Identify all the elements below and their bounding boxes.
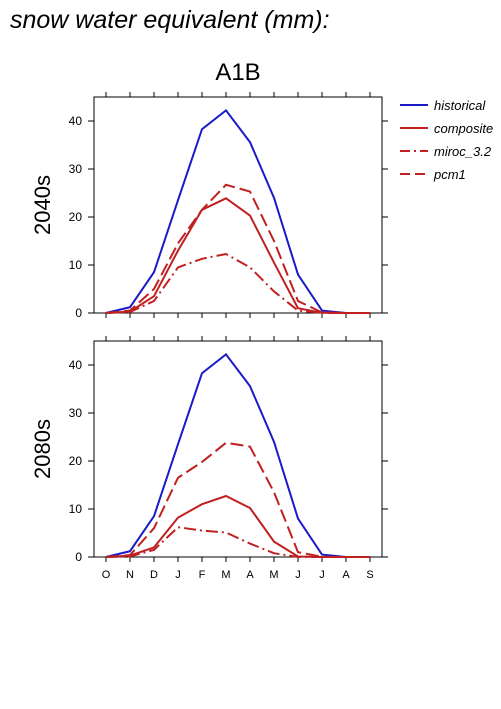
chart-title: A1B (215, 59, 260, 86)
series-line-miroc-3-2 (105, 252, 370, 314)
x-tick-label: F (199, 569, 206, 581)
legend-label: pcm1 (433, 167, 466, 182)
y-tick-label: 20 (69, 454, 83, 468)
x-tick-label: J (319, 569, 325, 581)
legend-label: composite (434, 121, 493, 136)
plot-frame (93, 340, 383, 558)
x-tick-label: A (342, 569, 350, 581)
y-tick-label: 30 (69, 406, 83, 420)
y-tick-label: 40 (69, 358, 83, 372)
legend-label: historical (434, 98, 486, 113)
y-tick-label: 40 (69, 114, 83, 128)
plot-frame (93, 96, 383, 314)
series-line-historical (105, 352, 370, 558)
page-title: snow water equivalent (mm): (10, 6, 330, 34)
y-axis-label: 2040s (30, 175, 55, 235)
series-line-historical (105, 108, 370, 314)
x-tick-label: D (150, 569, 158, 581)
legend: historical composite miroc_3.2 pcm1 (400, 98, 493, 182)
y-tick-label: 0 (75, 306, 82, 320)
x-tick-label: A (246, 569, 254, 581)
panel-2040s: 2040s 0 10 20 30 40 (30, 92, 388, 320)
x-tick-label: J (295, 569, 301, 581)
series-line-composite (105, 197, 370, 314)
y-tick-label: 0 (75, 550, 82, 564)
x-tick-label: M (269, 569, 278, 581)
x-tick-label: M (221, 569, 230, 581)
series-line-pcm1 (105, 441, 370, 558)
y-tick-label: 20 (69, 210, 83, 224)
y-axis-label: 2080s (30, 419, 55, 479)
x-tick-label: N (126, 569, 134, 581)
series-line-composite (105, 494, 370, 558)
y-tick-label: 10 (69, 502, 83, 516)
x-tick-label: O (102, 569, 111, 581)
y-tick-label: 30 (69, 162, 83, 176)
series-line-miroc-3-2 (105, 526, 370, 558)
series-line-pcm1 (105, 183, 370, 314)
x-tick-label: S (366, 569, 373, 581)
panel-2080s: 2080s 0 10 20 30 40 O N D J F M A M J J A S (30, 336, 388, 581)
legend-label: miroc_3.2 (434, 144, 492, 159)
x-tick-label: J (175, 569, 181, 581)
y-tick-label: 10 (69, 258, 83, 272)
